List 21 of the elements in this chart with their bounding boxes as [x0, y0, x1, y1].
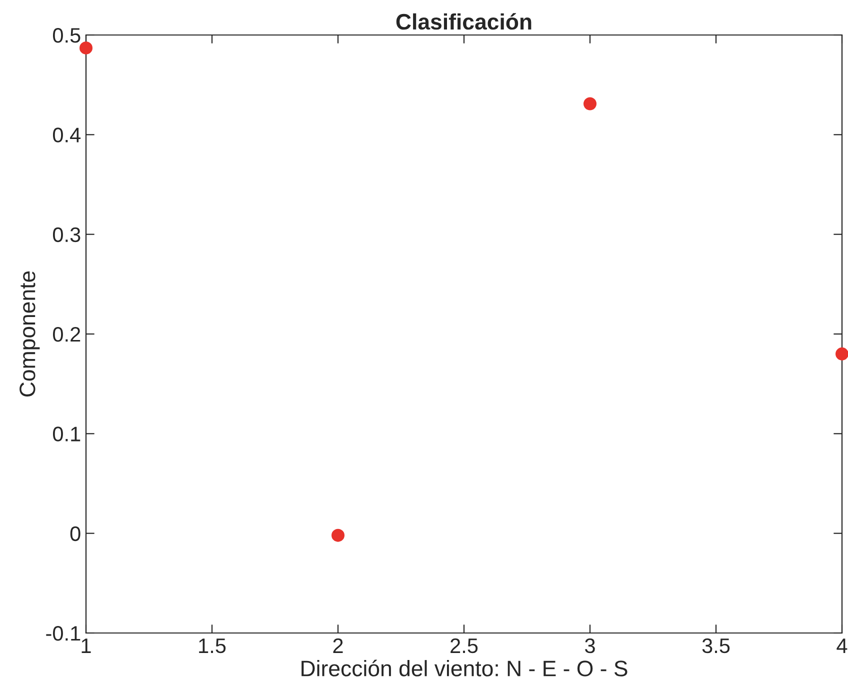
y-tick-label: 0.5 — [52, 28, 80, 43]
y-tick-label: 0.4 — [52, 128, 81, 142]
x-axis-title: Dirección del viento: N - E - O - S — [302, 660, 628, 676]
x-tick-label: 1 — [82, 638, 91, 653]
x-tick-label: 1.5 — [199, 638, 226, 654]
x-tick-label: 3 — [585, 638, 595, 654]
y-axis-title: Componente — [20, 271, 40, 396]
y-tick-label: 0.2 — [52, 327, 80, 342]
x-tick-label: 3.5 — [702, 638, 730, 654]
point — [331, 528, 345, 542]
y-tick-label: 0 — [70, 526, 80, 542]
y-tick-label: 0.1 — [52, 426, 80, 442]
point — [835, 347, 848, 360]
y-tick-label: 0.3 — [52, 227, 80, 242]
x-tick-label: 2.5 — [450, 638, 478, 654]
x-tick-label: 4 — [836, 638, 848, 653]
point — [583, 97, 597, 110]
x-tick-label: 2 — [333, 638, 343, 653]
y-tick-label: -0.1 — [46, 626, 80, 641]
point — [79, 41, 93, 54]
chart-title: Clasificación — [396, 13, 532, 30]
